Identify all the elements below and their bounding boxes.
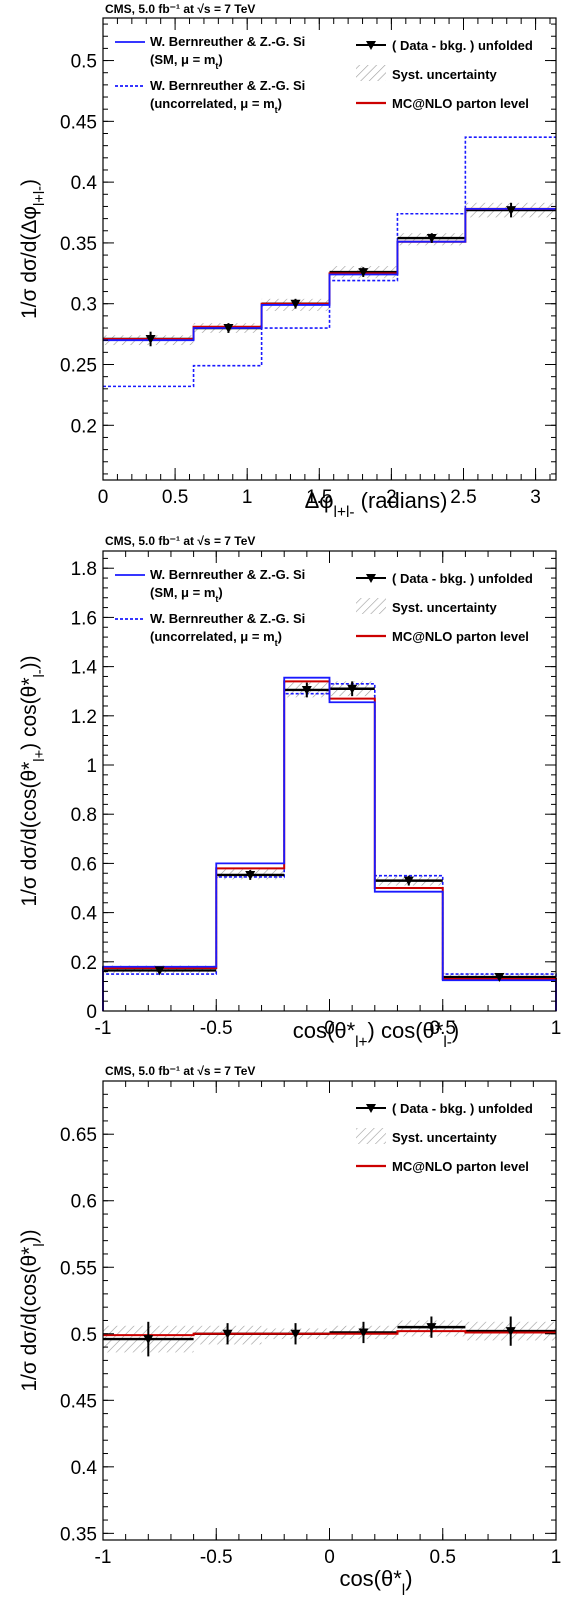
series-sm bbox=[103, 678, 556, 1011]
y-tick-label: 0.2 bbox=[71, 953, 97, 974]
x-tick-label: -1 bbox=[95, 1018, 112, 1039]
x-tick-label: 0.5 bbox=[430, 1547, 456, 1568]
legend-label: Syst. uncertainty bbox=[392, 600, 498, 615]
y-tick-label: 0.35 bbox=[60, 1524, 97, 1545]
x-tick-label: -0.5 bbox=[200, 1547, 233, 1568]
y-tick-label: 1.8 bbox=[71, 559, 97, 580]
legend-label: (uncorrelated, μ = mt) bbox=[150, 629, 282, 648]
y-tick-label: 0.25 bbox=[60, 356, 97, 377]
chart-header: CMS, 5.0 fb⁻¹ at √s = 7 TeV bbox=[105, 2, 255, 16]
x-tick-label: 3 bbox=[530, 487, 541, 508]
series-uncorrelated bbox=[103, 684, 556, 1011]
legend-label: Syst. uncertainty bbox=[392, 1130, 498, 1145]
y-axis-label: 1/σ dσ/d(Δφl+l-) bbox=[18, 179, 48, 319]
y-tick-label: 0.5 bbox=[71, 1325, 97, 1346]
legend-label: Syst. uncertainty bbox=[392, 67, 498, 82]
legend-label: MC@NLO parton level bbox=[392, 1159, 529, 1174]
x-tick-label: 1 bbox=[551, 1018, 562, 1039]
y-tick-label: 0.35 bbox=[60, 234, 97, 255]
chart-header: CMS, 5.0 fb⁻¹ at √s = 7 TeV bbox=[105, 1064, 255, 1078]
legend-label: (SM, μ = mt) bbox=[150, 585, 223, 604]
y-tick-label: 0.4 bbox=[71, 904, 98, 925]
legend-label: (uncorrelated, μ = mt) bbox=[150, 96, 282, 115]
y-axis: 0.35 0.4 0.45 0.5 0.55 0.6 0.65 bbox=[60, 1081, 556, 1545]
legend-label: ( Data - bkg. ) unfolded bbox=[392, 1101, 533, 1116]
x-tick-label: -0.5 bbox=[200, 1018, 233, 1039]
y-tick-label: 0.65 bbox=[60, 1125, 97, 1146]
y-tick-label: 1.2 bbox=[71, 707, 97, 728]
y-tick-label: 0.45 bbox=[60, 112, 97, 133]
y-tick-label: 0.4 bbox=[71, 173, 98, 194]
y-tick-label: 0.6 bbox=[71, 1192, 97, 1213]
y-tick-label: 0.5 bbox=[71, 52, 97, 73]
series-uncorrelated bbox=[103, 137, 556, 386]
y-tick-label: 1 bbox=[86, 756, 97, 777]
x-tick-label: 0 bbox=[324, 1547, 335, 1568]
x-tick-label: 1 bbox=[551, 1547, 562, 1568]
legend-label: W. Bernreuther & Z.-G. Si bbox=[150, 78, 305, 93]
y-axis-label: 1/σ dσ/d(cos(θ*l)) bbox=[18, 1229, 48, 1391]
legend-label: W. Bernreuther & Z.-G. Si bbox=[150, 611, 305, 626]
legend-label: (SM, μ = mt) bbox=[150, 52, 223, 71]
y-axis: 0.2 0.25 0.3 0.35 0.4 0.45 0.5 bbox=[60, 24, 556, 474]
x-tick-label: 0 bbox=[98, 487, 109, 508]
chart-panel-1: CMS, 5.0 fb⁻¹ at √s = 7 TeV 0.2 0.25 0.3 0.3… bbox=[18, 2, 556, 521]
legend-swatch-hatch bbox=[356, 1128, 386, 1144]
legend-swatch-hatch bbox=[356, 598, 386, 614]
chart-panel-2: CMS, 5.0 fb⁻¹ at √s = 7 TeV 0 0.2 0.4 0.6 0.8… bbox=[18, 534, 561, 1051]
x-axis-label: Δφl+l- (radians) bbox=[305, 488, 448, 521]
y-tick-label: 0.55 bbox=[60, 1258, 97, 1279]
legend: ( Data - bkg. ) unfolded Syst. uncertaint… bbox=[356, 1101, 533, 1174]
y-tick-label: 0.8 bbox=[71, 805, 97, 826]
y-tick-label: 1.6 bbox=[71, 608, 97, 629]
y-tick-label: 0.3 bbox=[71, 295, 97, 316]
y-tick-label: 0.45 bbox=[60, 1391, 97, 1412]
series-mcnlo bbox=[103, 681, 556, 1011]
x-tick-label: -1 bbox=[95, 1547, 112, 1568]
x-tick-label: 2.5 bbox=[450, 487, 476, 508]
legend-swatch-hatch bbox=[356, 65, 386, 81]
plot-frame bbox=[103, 1081, 556, 1540]
y-tick-label: 0.6 bbox=[71, 854, 97, 875]
legend: W. Bernreuther & Z.-G. Si (SM, μ = mt) W. … bbox=[115, 34, 533, 115]
legend: W. Bernreuther & Z.-G. Si (SM, μ = mt) W. … bbox=[115, 567, 533, 648]
legend-label: MC@NLO parton level bbox=[392, 629, 529, 644]
y-tick-label: 0.4 bbox=[71, 1458, 98, 1479]
legend-label: ( Data - bkg. ) unfolded bbox=[392, 571, 533, 586]
x-tick-label: 1 bbox=[242, 487, 253, 508]
legend-label: ( Data - bkg. ) unfolded bbox=[392, 38, 533, 53]
y-axis-label: 1/σ dσ/d(cos(θ*l+) cos(θ*l-)) bbox=[18, 655, 48, 906]
y-tick-label: 0.2 bbox=[71, 416, 97, 437]
legend-label: MC@NLO parton level bbox=[392, 96, 529, 111]
legend-label: W. Bernreuther & Z.-G. Si bbox=[150, 34, 305, 49]
x-axis-label: cos(θ*l) bbox=[339, 1566, 412, 1599]
x-tick-label: 0.5 bbox=[162, 487, 188, 508]
chart-panel-3: CMS, 5.0 fb⁻¹ at √s = 7 TeV0.350.40.450.… bbox=[18, 1064, 561, 1599]
legend-label: W. Bernreuther & Z.-G. Si bbox=[150, 567, 305, 582]
x-axis-label: cos(θ*l+) cos(θ*l-) bbox=[293, 1018, 459, 1051]
chart-header: CMS, 5.0 fb⁻¹ at √s = 7 TeV bbox=[105, 534, 255, 548]
y-tick-label: 1.4 bbox=[71, 658, 98, 679]
